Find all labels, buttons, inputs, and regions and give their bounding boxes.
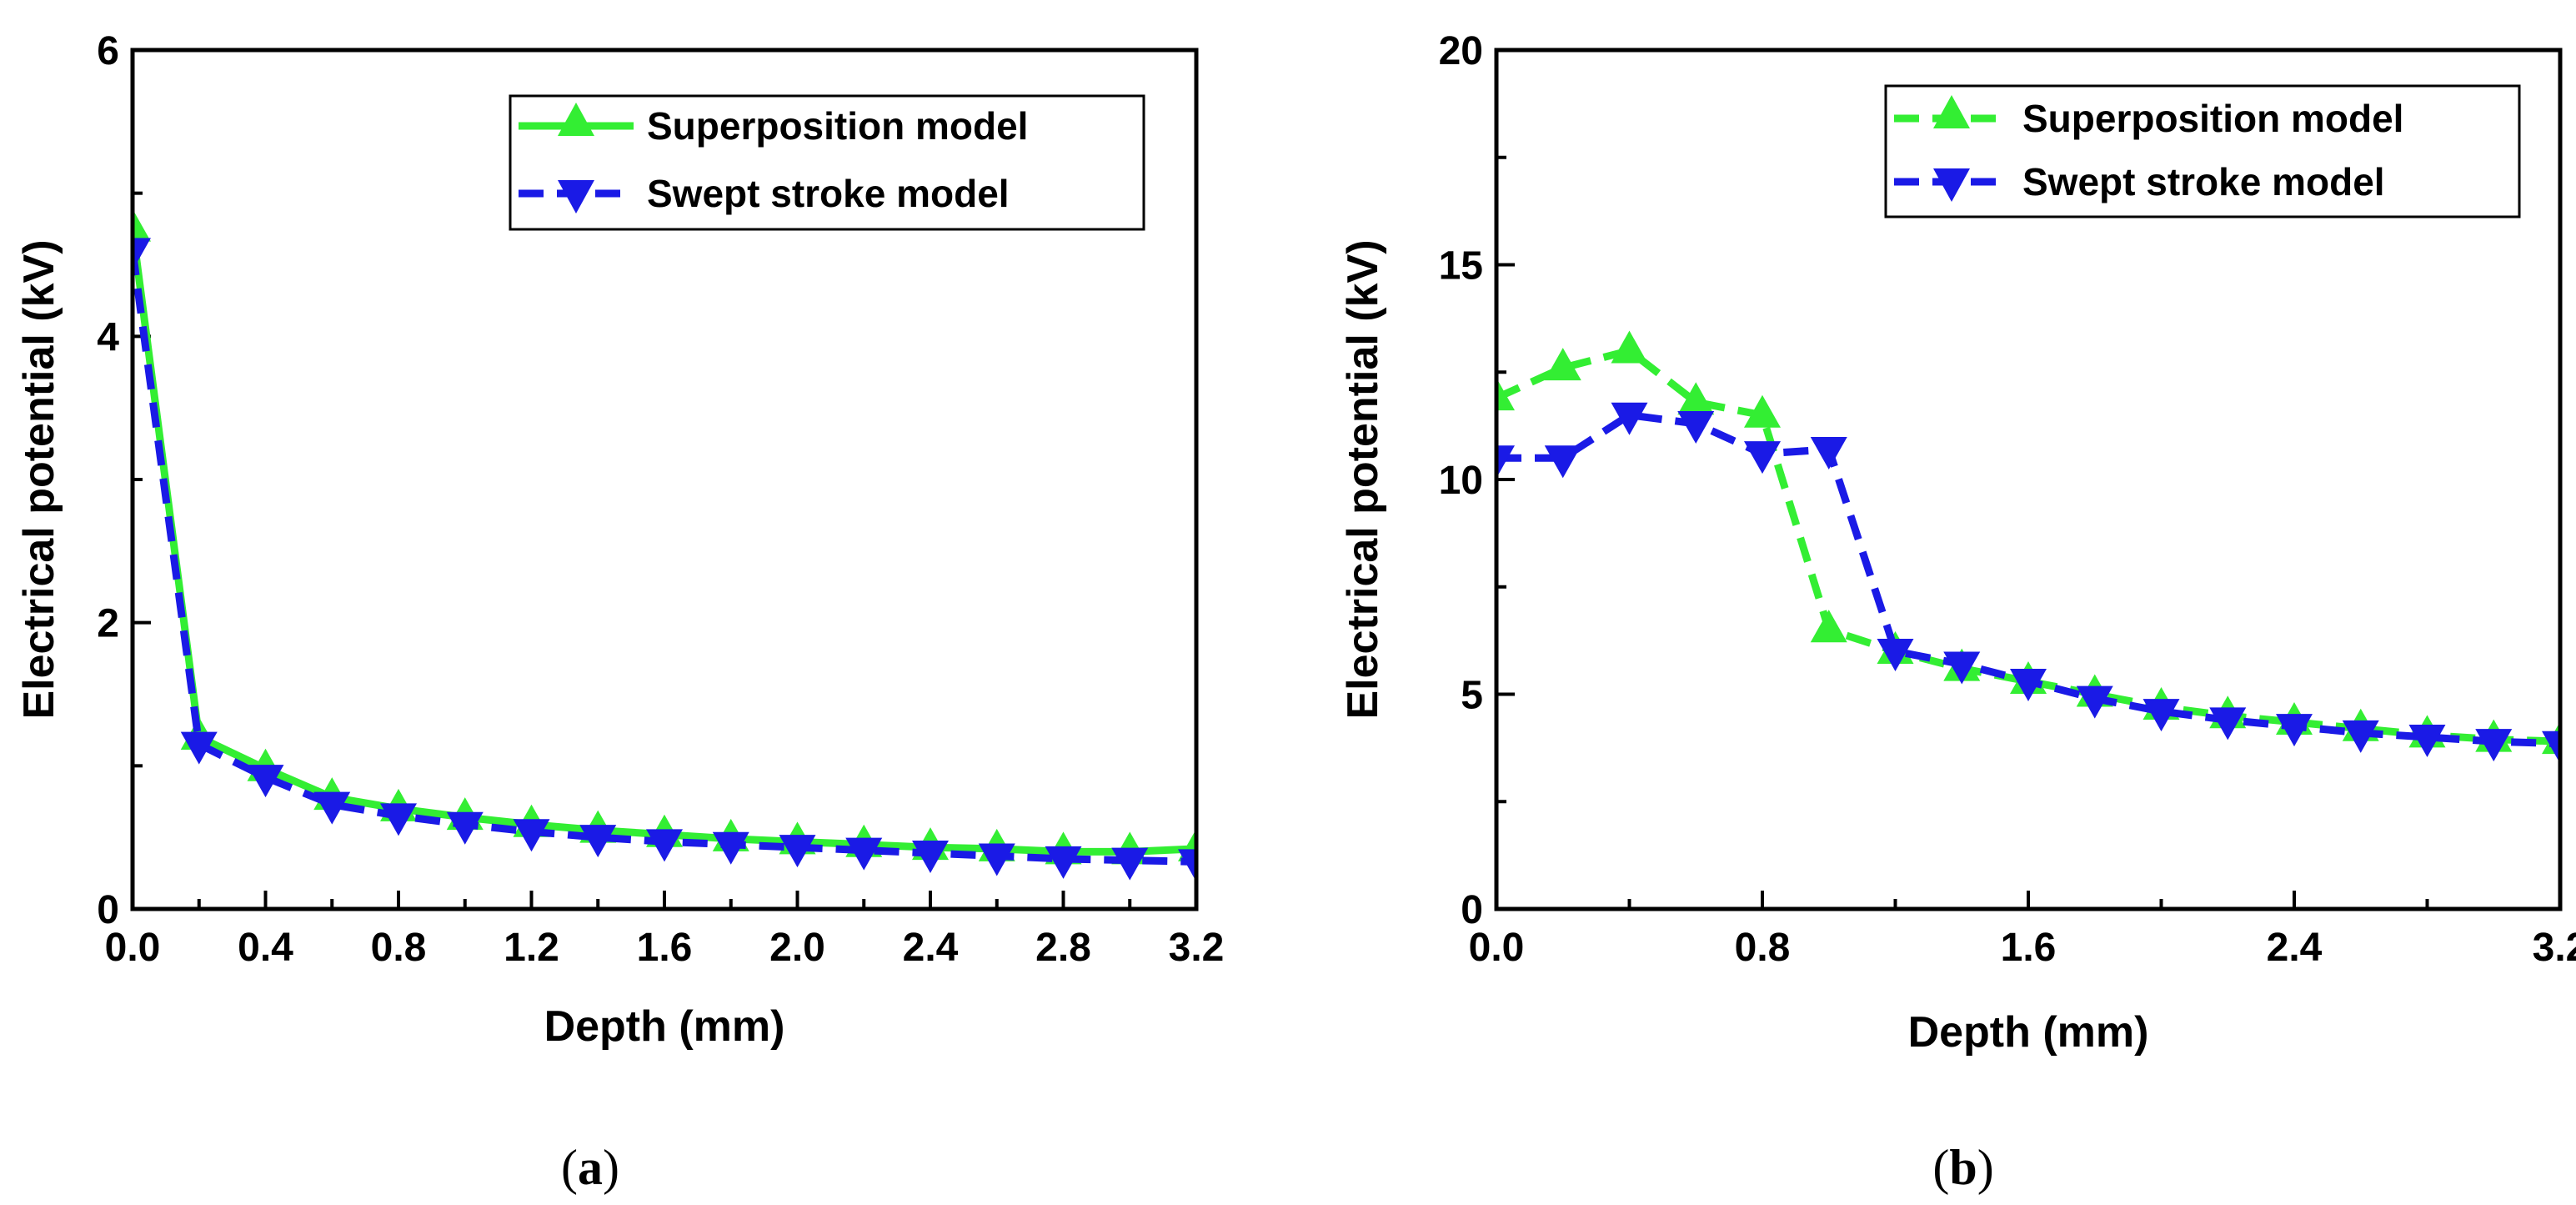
legend-entry-superposition: Superposition model [519,103,1028,148]
data-point-swept-stroke-model [2076,685,2113,719]
y-tick-label: 6 [97,29,119,73]
legend-label-swept-stroke: Swept stroke model [2022,160,2385,203]
data-point-superposition-model [1677,382,1715,415]
data-point-swept-stroke-model [2475,729,2513,762]
legend-label-swept-stroke: Swept stroke model [647,172,1010,215]
legend-label-superposition: Superposition model [647,104,1028,148]
caption-letter-b: b [1949,1140,1977,1195]
data-point-swept-stroke-model [579,825,617,858]
legend-label-superposition: Superposition model [2022,97,2403,140]
y-tick-label: 0 [97,888,119,932]
data-point-swept-stroke-model [380,803,417,836]
data-point-superposition-model [1744,394,1781,428]
tick-labels: 0.0 0.8 1.6 2.4 3.2 0 5 10 15 20 [1439,29,2576,970]
x-tick-label: 1.6 [637,926,693,970]
data-point-swept-stroke-model [1810,436,1847,469]
data-point-swept-stroke-model [1611,402,1648,435]
data-point-swept-stroke-model [912,841,949,874]
x-tick-label: 3.2 [2533,926,2576,970]
chart-panel-a: 0.0 0.4 0.8 1.2 1.6 2.0 2.4 2.8 3.2 0 2 4 6 Depth (m… [15,29,1224,1195]
data-point-swept-stroke-model [2542,731,2560,764]
data-point-swept-stroke-model [1744,441,1781,474]
legend-marker-superposition [558,103,594,136]
x-axis-label: Depth (mm) [1908,1008,2149,1057]
data-point-swept-stroke-model [1178,849,1196,882]
data-point-swept-stroke-model [513,819,550,852]
data-point-superposition-model [1611,330,1648,364]
series-line-swept-stroke-model [133,249,1196,866]
data-point-swept-stroke-model [2209,707,2247,741]
plot-frame [130,48,1199,911]
plot-frame [1494,48,2563,911]
data-point-swept-stroke-model [1111,847,1149,881]
legend: Superposition model Swept stroke model [1884,84,2521,218]
x-tick-label: 0.0 [105,926,161,970]
data-point-swept-stroke-model [2408,725,2446,757]
data-point-swept-stroke-model [779,835,816,868]
data-point-superposition-model [133,208,151,242]
legend-entry-swept-stroke: Swept stroke model [519,172,1010,215]
x-tick-label: 0.0 [1469,926,1525,970]
x-axis-label: Depth (mm) [544,1002,785,1051]
x-tick-label: 2.4 [2267,926,2323,970]
data-point-swept-stroke-model [1677,411,1715,444]
data-point-swept-stroke-model [2342,720,2379,753]
data-point-swept-stroke-model [712,831,749,865]
data-point-swept-stroke-model [2142,699,2180,732]
data-point-superposition-model [1496,378,1515,411]
x-tick-label: 1.6 [2001,926,2057,970]
data-point-swept-stroke-model [133,238,151,271]
data-point-swept-stroke-model [180,731,218,765]
y-axis-label: Electrical potential (kV) [1339,239,1387,719]
y-axis-label: Electrical potential (kV) [15,239,63,719]
y-tick-label: 0 [1461,888,1483,932]
legend-marker-superposition [1933,95,1970,128]
y-tick-label: 5 [1461,674,1483,718]
data-point-swept-stroke-model [2010,669,2047,702]
caption-a: (a) [561,1140,619,1195]
x-tick-label: 0.8 [1735,926,1791,970]
data-point-swept-stroke-model [446,811,484,845]
y-tick-label: 15 [1439,244,1483,289]
tick-labels: 0.0 0.4 0.8 1.2 1.6 2.0 2.4 2.8 3.2 0 2 4 6 [97,29,1224,970]
data-point-superposition-model [1810,610,1847,643]
series-group [1496,330,2560,764]
data-point-swept-stroke-model [247,765,284,798]
legend-entry-swept-stroke: Swept stroke model [1894,160,2385,203]
caption-letter-a: a [578,1140,603,1195]
data-point-swept-stroke-model [2276,714,2313,747]
data-point-swept-stroke-model [1496,445,1515,479]
x-tick-label: 0.4 [238,926,293,970]
y-tick-label: 10 [1439,459,1483,503]
chart-panel-b: 0.0 0.8 1.6 2.4 3.2 0 5 10 15 20 Depth (mm) Elect… [1339,29,2576,1195]
data-point-swept-stroke-model [978,843,1015,876]
y-tick-label: 4 [97,315,119,359]
data-point-swept-stroke-model [1943,651,1981,685]
data-point-superposition-model [1544,348,1581,381]
x-tick-label: 2.0 [769,926,825,970]
x-tick-label: 3.2 [1169,926,1225,970]
data-point-swept-stroke-model [1045,846,1082,879]
caption-b: (b) [1932,1140,1993,1195]
data-point-swept-stroke-model [845,837,883,871]
data-point-swept-stroke-model [646,829,683,862]
x-tick-label: 2.4 [903,926,959,970]
legend-box [1884,84,2521,218]
legend-marker-swept-stroke [1933,168,1970,202]
data-point-swept-stroke-model [313,791,351,825]
y-tick-label: 2 [97,602,119,646]
series-group [133,208,1196,882]
x-tick-label: 0.8 [371,926,427,970]
legend-box [509,94,1145,231]
legend-marker-swept-stroke [558,180,594,213]
data-point-swept-stroke-model [1877,639,1914,671]
series-line-superposition-model [133,228,1196,856]
data-point-swept-stroke-model [1544,445,1581,479]
y-tick-label: 20 [1439,29,1483,73]
legend-entry-superposition: Superposition model [1894,95,2403,140]
x-tick-label: 1.2 [504,926,559,970]
legend: Superposition model Swept stroke model [509,94,1145,231]
x-tick-label: 2.8 [1035,926,1091,970]
